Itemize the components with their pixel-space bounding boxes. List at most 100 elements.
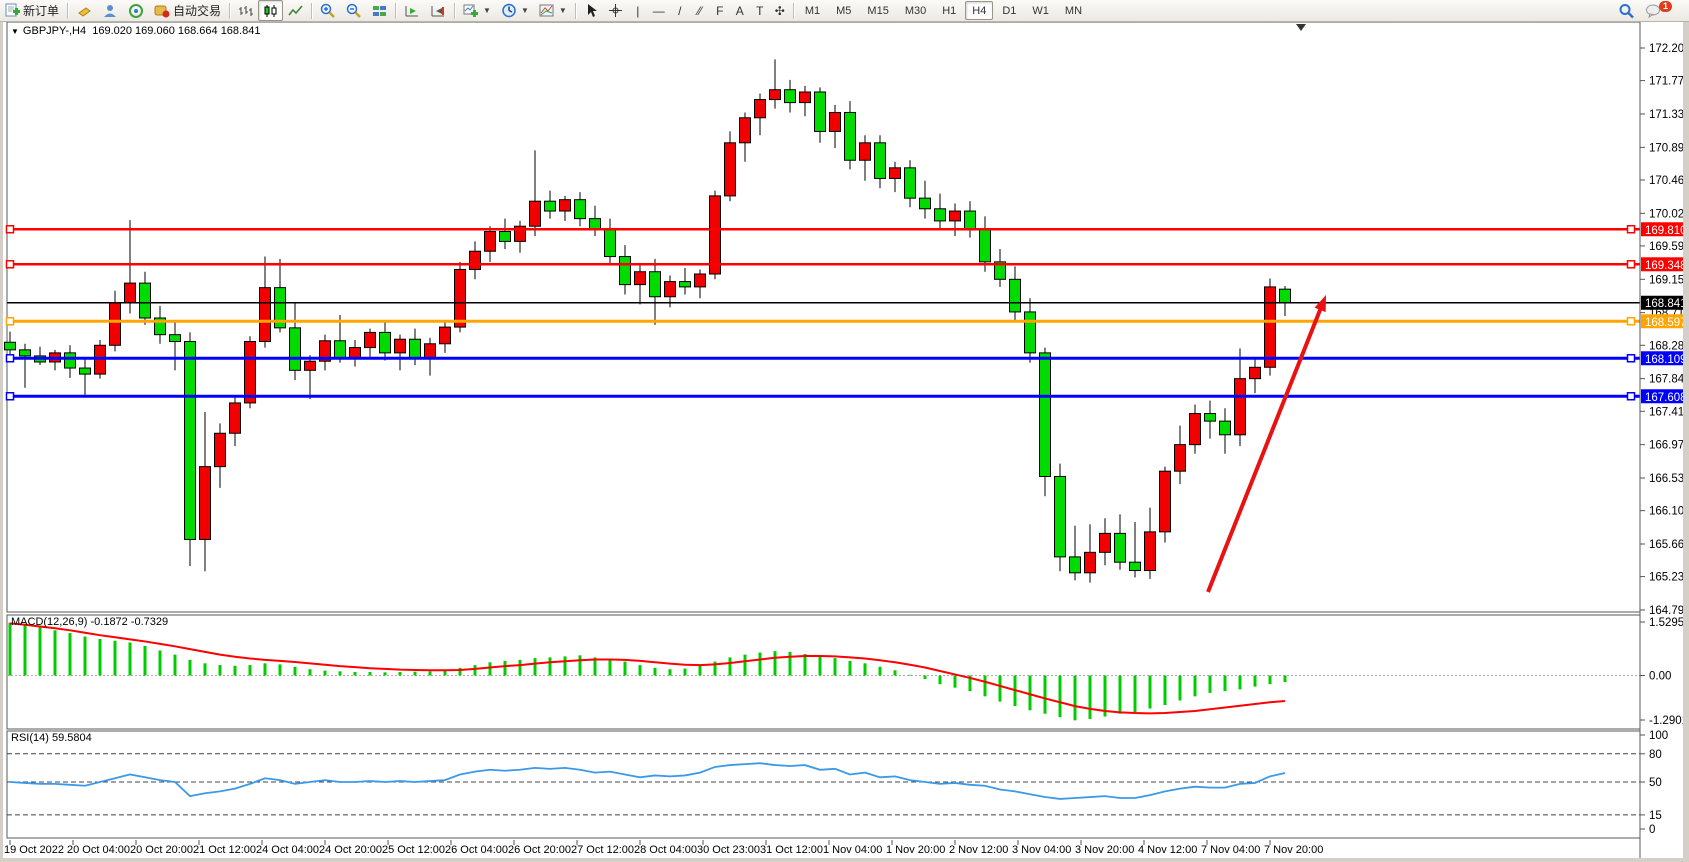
timeframe-m30-button[interactable]: M30 [904, 4, 927, 17]
time-axis-label: 19 Oct 2022 [4, 844, 64, 856]
hline-handle[interactable] [1626, 260, 1636, 269]
time-axis-label: 3 Nov 04:00 [1012, 844, 1071, 856]
candle-body [514, 225, 526, 242]
rsi-axis-label: 50 [1649, 777, 1662, 789]
candle-body [1129, 561, 1141, 572]
chart-shift-marker[interactable] [1296, 24, 1306, 31]
crosshair-tool-button[interactable] [603, 0, 628, 21]
price-axis-label: 166.530 [1649, 473, 1689, 485]
timeframe-h1-button[interactable]: H1 [942, 4, 957, 17]
zoom-in-button[interactable] [315, 0, 341, 21]
period-clock-button[interactable]: ▼ [496, 0, 534, 21]
timeframe-m15-button[interactable]: M15 [867, 4, 889, 17]
macd-current-values: -0.1872 -0.7329 [90, 616, 169, 628]
price-axis-label: 172.200 [1649, 43, 1689, 55]
candlestick-chart-icon [263, 4, 278, 18]
candle-body [559, 199, 571, 212]
cursor-tool-button[interactable] [579, 0, 603, 21]
auto-scroll-button[interactable] [399, 0, 425, 21]
text-label-tool-button[interactable]: T [750, 0, 770, 21]
fibonacci-icon: F [716, 3, 724, 18]
equidistant-channel-tool-button[interactable]: ⁄⁄ [690, 0, 710, 21]
hline-handle[interactable] [5, 354, 15, 363]
dropdown-caret: ▼ [558, 6, 567, 15]
candle-body [244, 341, 256, 404]
candle-body [994, 261, 1006, 280]
symbol-dropdown-icon[interactable]: ▼ [11, 27, 19, 36]
chat-button[interactable]: 1 [1640, 0, 1683, 21]
signals-button[interactable] [123, 0, 149, 21]
auto-scroll-icon [404, 4, 420, 18]
candle-body [964, 210, 976, 231]
candle-body [1069, 556, 1081, 574]
zoom-out-button[interactable] [341, 0, 367, 21]
fibonacci-tool-button[interactable]: F [710, 0, 730, 21]
candle-body [319, 340, 331, 362]
hline-handle[interactable] [5, 260, 15, 269]
hline-handle[interactable] [5, 317, 15, 326]
line-chart-button[interactable] [283, 0, 308, 21]
trend-arrow-head[interactable] [1314, 295, 1326, 313]
bar-chart-button[interactable] [233, 0, 258, 21]
timeframe-m5-button[interactable]: M5 [836, 4, 852, 17]
timeframe-h4-button[interactable]: H4 [965, 1, 994, 20]
time-axis-label: 7 Nov 20:00 [1264, 844, 1323, 856]
candle-body [139, 282, 151, 319]
price-axis-label: 169.150 [1649, 274, 1689, 286]
candlestick-chart-button[interactable] [258, 0, 284, 21]
tile-windows-button[interactable] [367, 0, 392, 21]
candle-body [724, 142, 736, 197]
chart-title: ▼ GBPJPY-,H4 169.020 169.060 168.664 168.… [11, 25, 260, 37]
gold-button[interactable] [71, 0, 97, 21]
hline-handle[interactable] [1626, 354, 1636, 363]
price-axis-label: 167.410 [1649, 406, 1689, 418]
timeframe-m1-button[interactable]: M1 [804, 4, 821, 17]
candle-body [904, 167, 916, 199]
mql5-community-button[interactable] [97, 0, 123, 21]
macd-signal-line [9, 622, 1286, 715]
time-axis-label: 2 Nov 12:00 [949, 844, 1008, 856]
rsi-axis-label: 100 [1649, 730, 1668, 742]
macd-panel [6, 614, 1641, 730]
arrows-tool-button[interactable]: ✣ [770, 0, 790, 21]
candle-body [829, 111, 841, 132]
price-axis-label: 168.280 [1649, 340, 1689, 352]
time-axis-label: 1 Nov 04:00 [823, 844, 882, 856]
time-axis-label: 26 Oct 20:00 [508, 844, 571, 856]
template-button[interactable]: ▼ [534, 0, 572, 21]
text-tool-button[interactable]: A [730, 0, 750, 21]
chart-shift-button[interactable] [425, 0, 451, 21]
candle-body [1204, 413, 1216, 422]
new-order-button[interactable]: 新订单 [0, 0, 64, 21]
zoom-out-icon [346, 3, 362, 18]
new-chart-button[interactable]: ▼ [458, 0, 496, 21]
timeframe-mn-button[interactable]: MN [1064, 4, 1083, 17]
candle-body [619, 256, 631, 286]
hline-handle[interactable] [5, 225, 15, 234]
candle-body [529, 200, 541, 227]
candle-body [634, 271, 646, 286]
chart-symbol-period: GBPJPY-,H4 [22, 25, 87, 37]
hline-handle[interactable] [1626, 225, 1636, 234]
timeframe-w1-button[interactable]: W1 [1032, 4, 1049, 17]
dropdown-caret: ▼ [483, 6, 491, 15]
price-axis-label: 166.970 [1649, 440, 1689, 452]
price-axis-label: 166.100 [1649, 506, 1689, 518]
candle-body [154, 317, 166, 336]
trend-arrow-annotation[interactable] [1206, 303, 1325, 593]
price-badge-169.348 [1641, 257, 1688, 272]
timeframe-d1-button[interactable]: D1 [1002, 4, 1017, 17]
vertical-line-tool-button[interactable]: | [628, 0, 648, 21]
hline-handle[interactable] [5, 392, 15, 401]
trendline-tool-button[interactable]: / [670, 0, 690, 21]
search-button[interactable] [1613, 0, 1640, 21]
candle-body [214, 432, 226, 468]
candle-body [124, 282, 136, 304]
horizontal-line-tool-button[interactable]: — [648, 0, 670, 21]
price-axis-label: 167.840 [1649, 374, 1689, 386]
hline-handle[interactable] [1626, 317, 1636, 326]
autotrading-button[interactable]: 自动交易 [149, 0, 226, 21]
hline-handle[interactable] [1626, 392, 1636, 401]
